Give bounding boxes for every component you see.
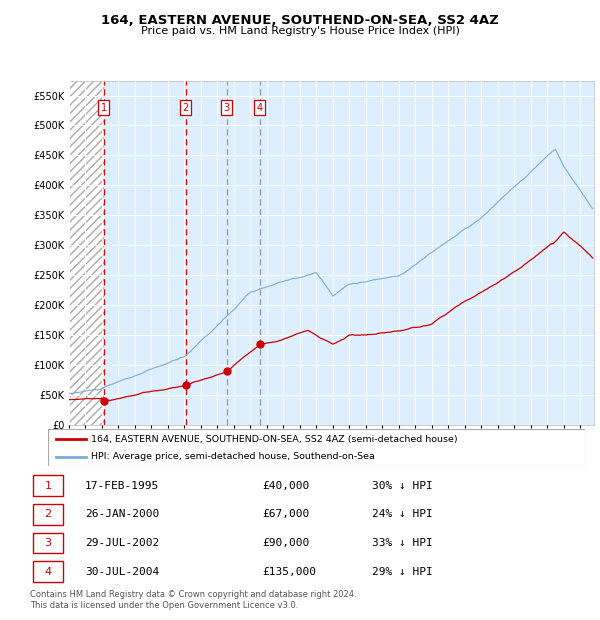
Text: 3: 3 (224, 102, 230, 112)
FancyBboxPatch shape (33, 533, 63, 553)
Text: 29-JUL-2002: 29-JUL-2002 (85, 538, 160, 548)
Text: HPI: Average price, semi-detached house, Southend-on-Sea: HPI: Average price, semi-detached house,… (91, 453, 375, 461)
Text: 29% ↓ HPI: 29% ↓ HPI (372, 567, 433, 577)
Text: £40,000: £40,000 (262, 480, 309, 490)
Text: 30-JUL-2004: 30-JUL-2004 (85, 567, 160, 577)
Text: 26-JAN-2000: 26-JAN-2000 (85, 509, 160, 519)
Text: 4: 4 (44, 567, 52, 577)
Text: 30% ↓ HPI: 30% ↓ HPI (372, 480, 433, 490)
FancyBboxPatch shape (33, 561, 63, 582)
Text: £135,000: £135,000 (262, 567, 316, 577)
Text: Price paid vs. HM Land Registry's House Price Index (HPI): Price paid vs. HM Land Registry's House … (140, 26, 460, 36)
Text: 2: 2 (182, 102, 189, 112)
Text: 17-FEB-1995: 17-FEB-1995 (85, 480, 160, 490)
Text: 33% ↓ HPI: 33% ↓ HPI (372, 538, 433, 548)
FancyBboxPatch shape (33, 475, 63, 496)
Text: £67,000: £67,000 (262, 509, 309, 519)
Text: 2: 2 (44, 509, 52, 519)
Text: 1: 1 (101, 102, 107, 112)
FancyBboxPatch shape (33, 504, 63, 525)
Text: 24% ↓ HPI: 24% ↓ HPI (372, 509, 433, 519)
Text: Contains HM Land Registry data © Crown copyright and database right 2024.
This d: Contains HM Land Registry data © Crown c… (30, 590, 356, 609)
Text: 164, EASTERN AVENUE, SOUTHEND-ON-SEA, SS2 4AZ: 164, EASTERN AVENUE, SOUTHEND-ON-SEA, SS… (101, 14, 499, 27)
Bar (69, 81, 104, 425)
Text: £90,000: £90,000 (262, 538, 309, 548)
Text: 3: 3 (44, 538, 52, 548)
Text: 164, EASTERN AVENUE, SOUTHEND-ON-SEA, SS2 4AZ (semi-detached house): 164, EASTERN AVENUE, SOUTHEND-ON-SEA, SS… (91, 435, 458, 444)
Text: 4: 4 (257, 102, 263, 112)
FancyBboxPatch shape (48, 429, 585, 466)
Text: 1: 1 (44, 480, 52, 490)
